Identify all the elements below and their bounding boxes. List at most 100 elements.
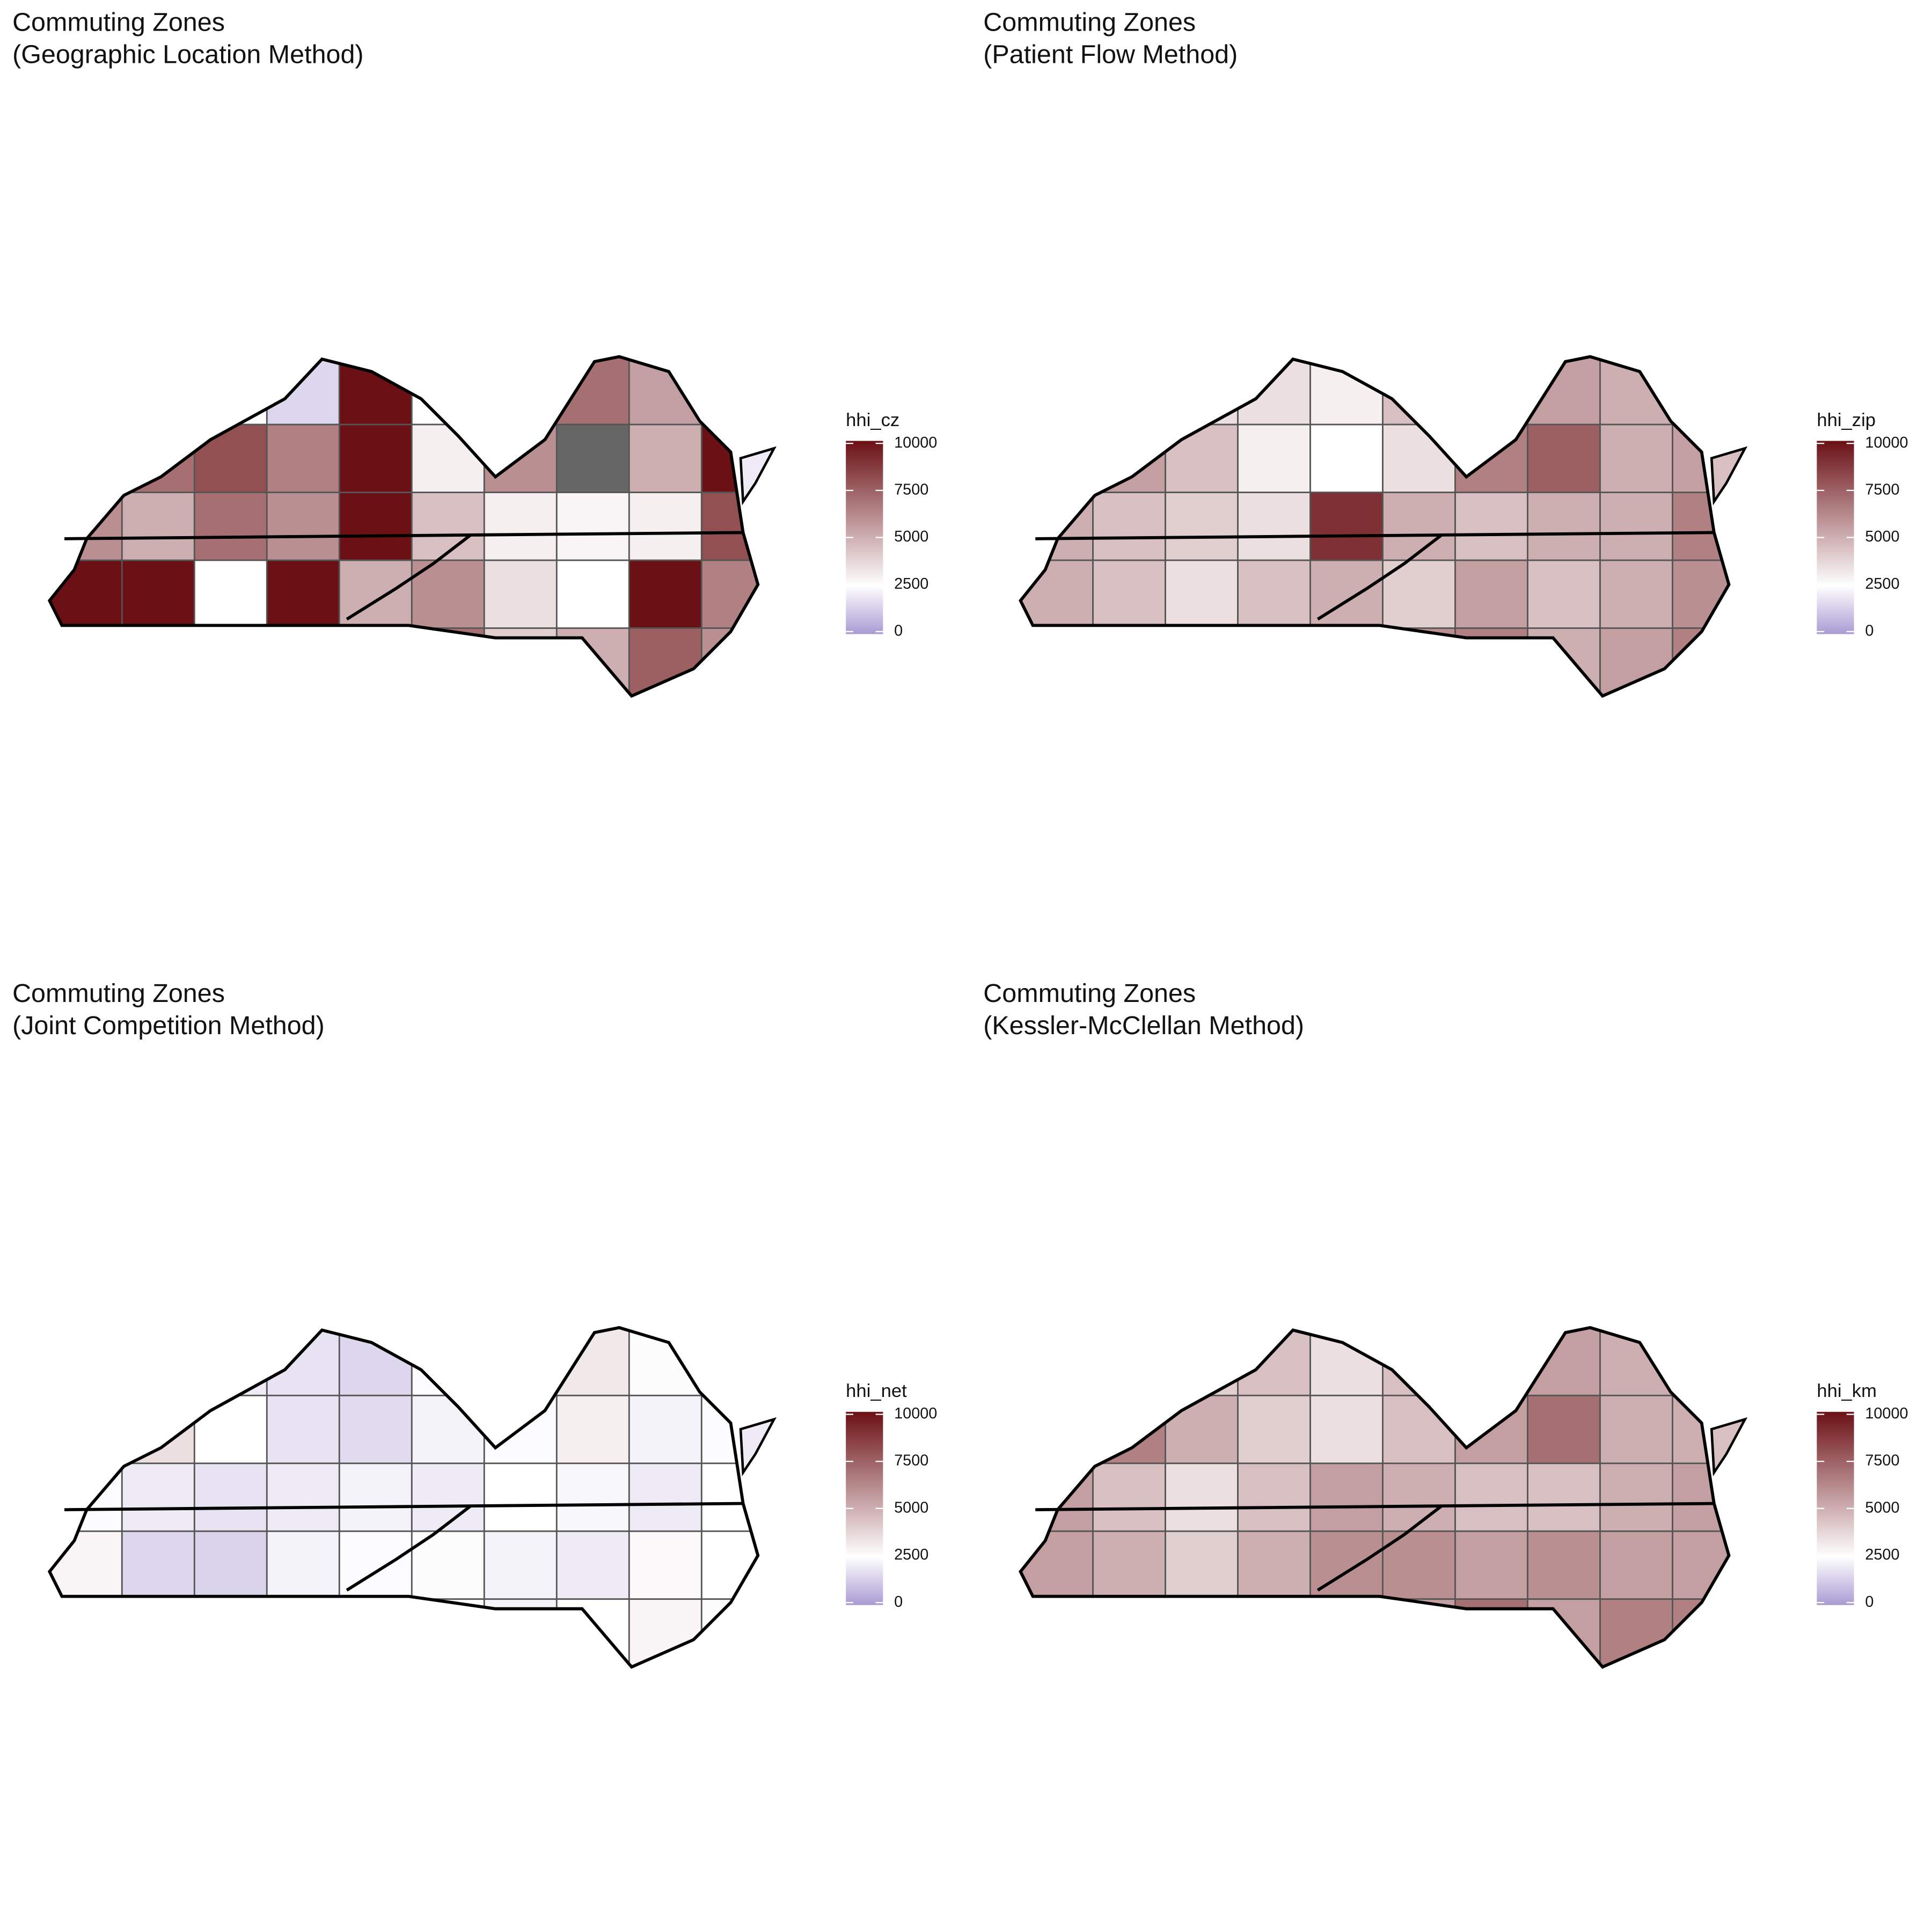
region (628, 1327, 702, 1396)
region (1309, 1598, 1384, 1667)
region (555, 1530, 630, 1600)
legend-tick-label: 2500 (1865, 575, 1899, 592)
region (411, 1394, 485, 1465)
region (411, 356, 485, 426)
region (121, 1530, 195, 1600)
region (1454, 559, 1528, 629)
region (1237, 1327, 1311, 1396)
legend-tick-label: 10000 (1865, 1405, 1908, 1422)
region (411, 492, 485, 561)
title-line: Commuting Zones (12, 979, 225, 1008)
region (1454, 492, 1528, 561)
legend-tick-label: 5000 (894, 1499, 928, 1516)
map-panel: Commuting Zones (Patient Flow Method) hhi_… (983, 8, 1908, 698)
region (1092, 356, 1166, 426)
region (49, 1462, 123, 1532)
state-outline (47, 1326, 760, 1669)
region (628, 559, 702, 629)
region (700, 356, 758, 426)
region (1599, 559, 1673, 629)
region (1599, 423, 1673, 493)
region (1309, 1462, 1384, 1532)
legend-tick-label: 5000 (1865, 1499, 1899, 1516)
title-line: (Kessler-McClellan Method) (983, 1011, 1304, 1040)
panel-title: Commuting Zones (Patient Flow Method) (983, 8, 1238, 69)
region (1672, 1327, 1729, 1396)
legend-tick-label: 0 (894, 1593, 903, 1611)
region (555, 1462, 630, 1532)
region (555, 492, 630, 561)
region (49, 1327, 123, 1396)
region (49, 1598, 123, 1667)
legend-tick-label: 2500 (1865, 1546, 1899, 1563)
legend-tick-label: 10000 (1865, 434, 1908, 451)
region (1382, 423, 1456, 493)
region (628, 423, 702, 493)
region (266, 559, 340, 629)
state-border (346, 533, 472, 621)
map-panel: Commuting Zones (Geographic Location Meth… (12, 8, 937, 698)
region (411, 627, 485, 696)
region (628, 356, 702, 426)
map (49, 1327, 758, 1667)
region (1599, 1327, 1673, 1396)
region (628, 1530, 702, 1600)
region (483, 559, 558, 629)
legend-tick-label: 2500 (894, 1546, 928, 1563)
panel-title: Commuting Zones (Kessler-McClellan Method… (983, 979, 1304, 1040)
region (1599, 1462, 1673, 1532)
region (483, 492, 558, 561)
region (193, 1462, 268, 1532)
region (1165, 423, 1239, 493)
region (1599, 492, 1673, 561)
island (739, 446, 777, 506)
region (1382, 1327, 1456, 1396)
region (1599, 627, 1673, 696)
region (266, 423, 340, 493)
region (1527, 559, 1601, 629)
region (1309, 627, 1384, 696)
region (121, 1327, 195, 1396)
region (49, 559, 123, 629)
region (1237, 492, 1311, 561)
region (1165, 1462, 1239, 1532)
region (1527, 1462, 1601, 1532)
region (338, 423, 413, 493)
region (1237, 1394, 1311, 1465)
region (1309, 492, 1384, 561)
region (193, 492, 268, 561)
map (1020, 356, 1729, 696)
region (628, 1598, 702, 1667)
map-panel: Commuting Zones (Kessler-McClellan Method… (983, 979, 1908, 1669)
region (411, 423, 485, 493)
region (1020, 1462, 1094, 1532)
region (1382, 356, 1456, 426)
title-line: (Joint Competition Method) (12, 1011, 325, 1040)
island (1710, 1417, 1748, 1476)
legend-tick-label: 10000 (894, 1405, 937, 1422)
region (1165, 1598, 1239, 1667)
state-outline (1019, 1326, 1731, 1669)
region (411, 1462, 485, 1532)
region (1165, 559, 1239, 629)
title-line: Commuting Zones (983, 979, 1196, 1008)
region (193, 1598, 268, 1667)
legend-tick-label: 0 (1865, 1593, 1874, 1611)
region (1165, 627, 1239, 696)
region (483, 1327, 558, 1396)
region (628, 627, 702, 696)
region (338, 1598, 413, 1667)
panel-title: Commuting Zones (Geographic Location Meth… (12, 8, 364, 69)
region (1309, 423, 1384, 493)
legend-tick-label: 7500 (1865, 1452, 1899, 1469)
region (555, 1394, 630, 1465)
region (1599, 1394, 1673, 1465)
region (266, 1327, 340, 1396)
region (1309, 1394, 1384, 1465)
region (1237, 1462, 1311, 1532)
region (1020, 1598, 1094, 1667)
island (1710, 446, 1748, 506)
region (193, 1530, 268, 1600)
region (628, 1394, 702, 1465)
